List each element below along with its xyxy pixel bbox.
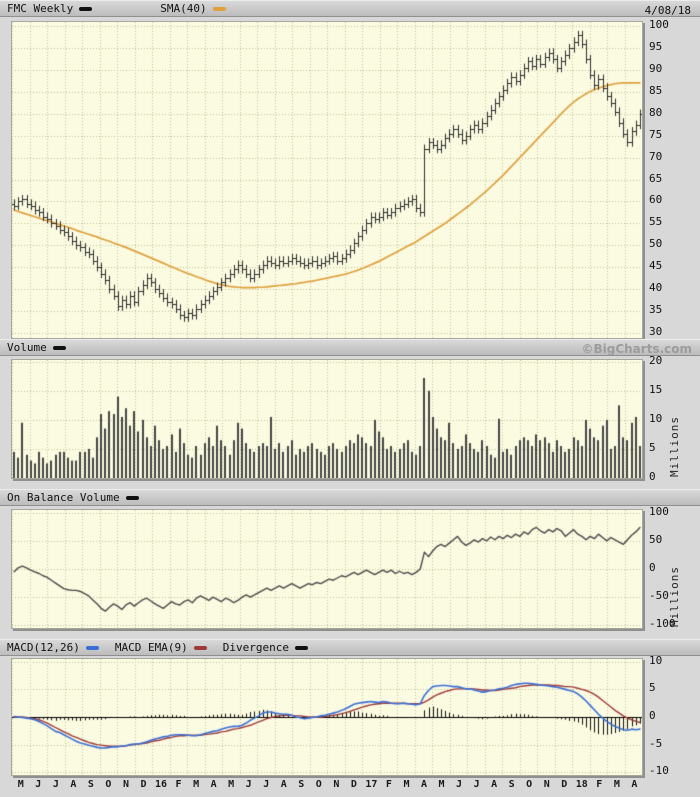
- price-axis-tick: 85: [649, 84, 663, 97]
- macd-axis-tick: -5: [649, 737, 663, 750]
- obv-axis-tick: -50: [649, 589, 669, 602]
- x-axis-label: M: [193, 779, 200, 790]
- x-axis-label: O: [526, 779, 533, 790]
- bigcharts-watermark: ©BigCharts.com: [581, 342, 692, 356]
- x-axis-label: J: [456, 779, 463, 790]
- price-axis-tick: 65: [649, 172, 663, 185]
- volume-axis-unit-label: Millions: [668, 416, 681, 477]
- obv-axis-tick: 100: [649, 505, 669, 518]
- price-axis-tick: 100: [649, 18, 669, 31]
- x-axis-label: M: [403, 779, 410, 790]
- volume-axis-tick: 10: [649, 412, 663, 425]
- sma-legend-dash-icon: [212, 7, 226, 11]
- obv-header-bar: On Balance Volume: [0, 489, 700, 506]
- x-axis-label: F: [385, 779, 392, 790]
- price-axis-tick: 75: [649, 128, 663, 141]
- x-axis-label: A: [631, 779, 638, 790]
- x-axis-label: N: [333, 779, 340, 790]
- price-axis-tick: 50: [649, 237, 663, 250]
- price-axis-tick: 35: [649, 303, 663, 316]
- x-axis-label: M: [438, 779, 445, 790]
- x-axis-label: A: [491, 779, 498, 790]
- x-axis-label: F: [175, 779, 182, 790]
- price-chart-canvas: [11, 21, 643, 339]
- price-axis-tick: 60: [649, 193, 663, 206]
- macd-axis-tick: 10: [649, 654, 663, 667]
- macd-chart-canvas: [11, 658, 643, 776]
- macd-axis-tick: 5: [649, 681, 656, 694]
- obv-title: On Balance Volume: [7, 491, 120, 504]
- macd-axis-tick: -10: [649, 764, 669, 777]
- price-axis-tick: 70: [649, 150, 663, 163]
- x-axis-label: D: [350, 779, 357, 790]
- x-axis-label: 16: [154, 779, 168, 790]
- obv-axis-tick: -100: [649, 617, 676, 630]
- chart-date: 4/08/18: [644, 4, 691, 17]
- x-axis-label: J: [245, 779, 252, 790]
- price-legend-dash-icon: [79, 7, 93, 11]
- x-axis-label: M: [613, 779, 620, 790]
- price-axis-tick: 90: [649, 62, 663, 75]
- obv-axis-tick: 50: [649, 533, 663, 546]
- x-axis-label: A: [280, 779, 287, 790]
- x-axis-label: D: [561, 779, 568, 790]
- divergence-legend-dash-icon: [294, 646, 308, 650]
- divergence-title: Divergence: [222, 641, 289, 654]
- symbol-label: FMC Weekly: [7, 2, 74, 15]
- x-axis-label: 17: [365, 779, 378, 790]
- x-axis-label: J: [263, 779, 270, 790]
- price-axis-tick: 55: [649, 215, 663, 228]
- obv-axis-tick: 0: [649, 561, 656, 574]
- macd-legend-dash-icon: [85, 646, 99, 650]
- x-axis-label: A: [210, 779, 217, 790]
- macd-ema-legend-dash-icon: [193, 646, 207, 650]
- obv-axis-unit-label: Millions: [668, 566, 681, 627]
- x-axis-label: D: [140, 779, 147, 790]
- x-axis-label: O: [315, 779, 322, 790]
- x-axis-label: J: [35, 779, 42, 790]
- x-axis-label: M: [17, 779, 24, 790]
- x-axis-label: 18: [575, 779, 588, 790]
- x-axis-label: S: [87, 779, 94, 790]
- macd-header-bar: MACD(12,26) MACD EMA(9) Divergence: [0, 639, 700, 656]
- x-axis-label: S: [298, 779, 305, 790]
- chart-header-bar: FMC Weekly SMA(40) 4/08/18: [0, 0, 700, 17]
- price-axis-tick: 40: [649, 281, 663, 294]
- x-axis-label: O: [105, 779, 112, 790]
- x-axis-label: A: [420, 779, 427, 790]
- macd-axis-tick: 0: [649, 709, 656, 722]
- price-axis-tick: 80: [649, 106, 663, 119]
- price-axis-tick: 45: [649, 259, 663, 272]
- macd-title: MACD(12,26): [7, 641, 80, 654]
- volume-axis-tick: 15: [649, 383, 663, 396]
- volume-axis-tick: 5: [649, 441, 656, 454]
- volume-title: Volume: [7, 341, 47, 354]
- obv-chart-canvas: [11, 509, 643, 629]
- price-axis-tick: 95: [649, 40, 663, 53]
- x-axis-label-row: M J J A S O N D 16 F M A M J J A S O N D 17 F M A M J J A S O N D 18 F M A: [12, 779, 643, 790]
- volume-axis-tick: 20: [649, 354, 663, 367]
- obv-legend-dash-icon: [125, 496, 139, 500]
- volume-header-bar: Volume ©BigCharts.com: [0, 339, 700, 356]
- volume-axis-tick: 0: [649, 470, 656, 483]
- macd-ema-title: MACD EMA(9): [114, 641, 188, 654]
- x-axis-label: M: [228, 779, 235, 790]
- volume-chart-canvas: [11, 359, 643, 479]
- sma-label: SMA(40): [160, 2, 207, 15]
- x-axis-label: N: [122, 779, 129, 790]
- x-axis-label: J: [473, 779, 480, 790]
- x-axis-label: S: [508, 779, 515, 790]
- x-axis-label: N: [543, 779, 550, 790]
- x-axis-label: A: [70, 779, 77, 790]
- price-axis-tick: 30: [649, 325, 663, 338]
- x-axis-label: F: [596, 779, 603, 790]
- x-axis-label: J: [52, 779, 59, 790]
- volume-legend-dash-icon: [52, 346, 66, 350]
